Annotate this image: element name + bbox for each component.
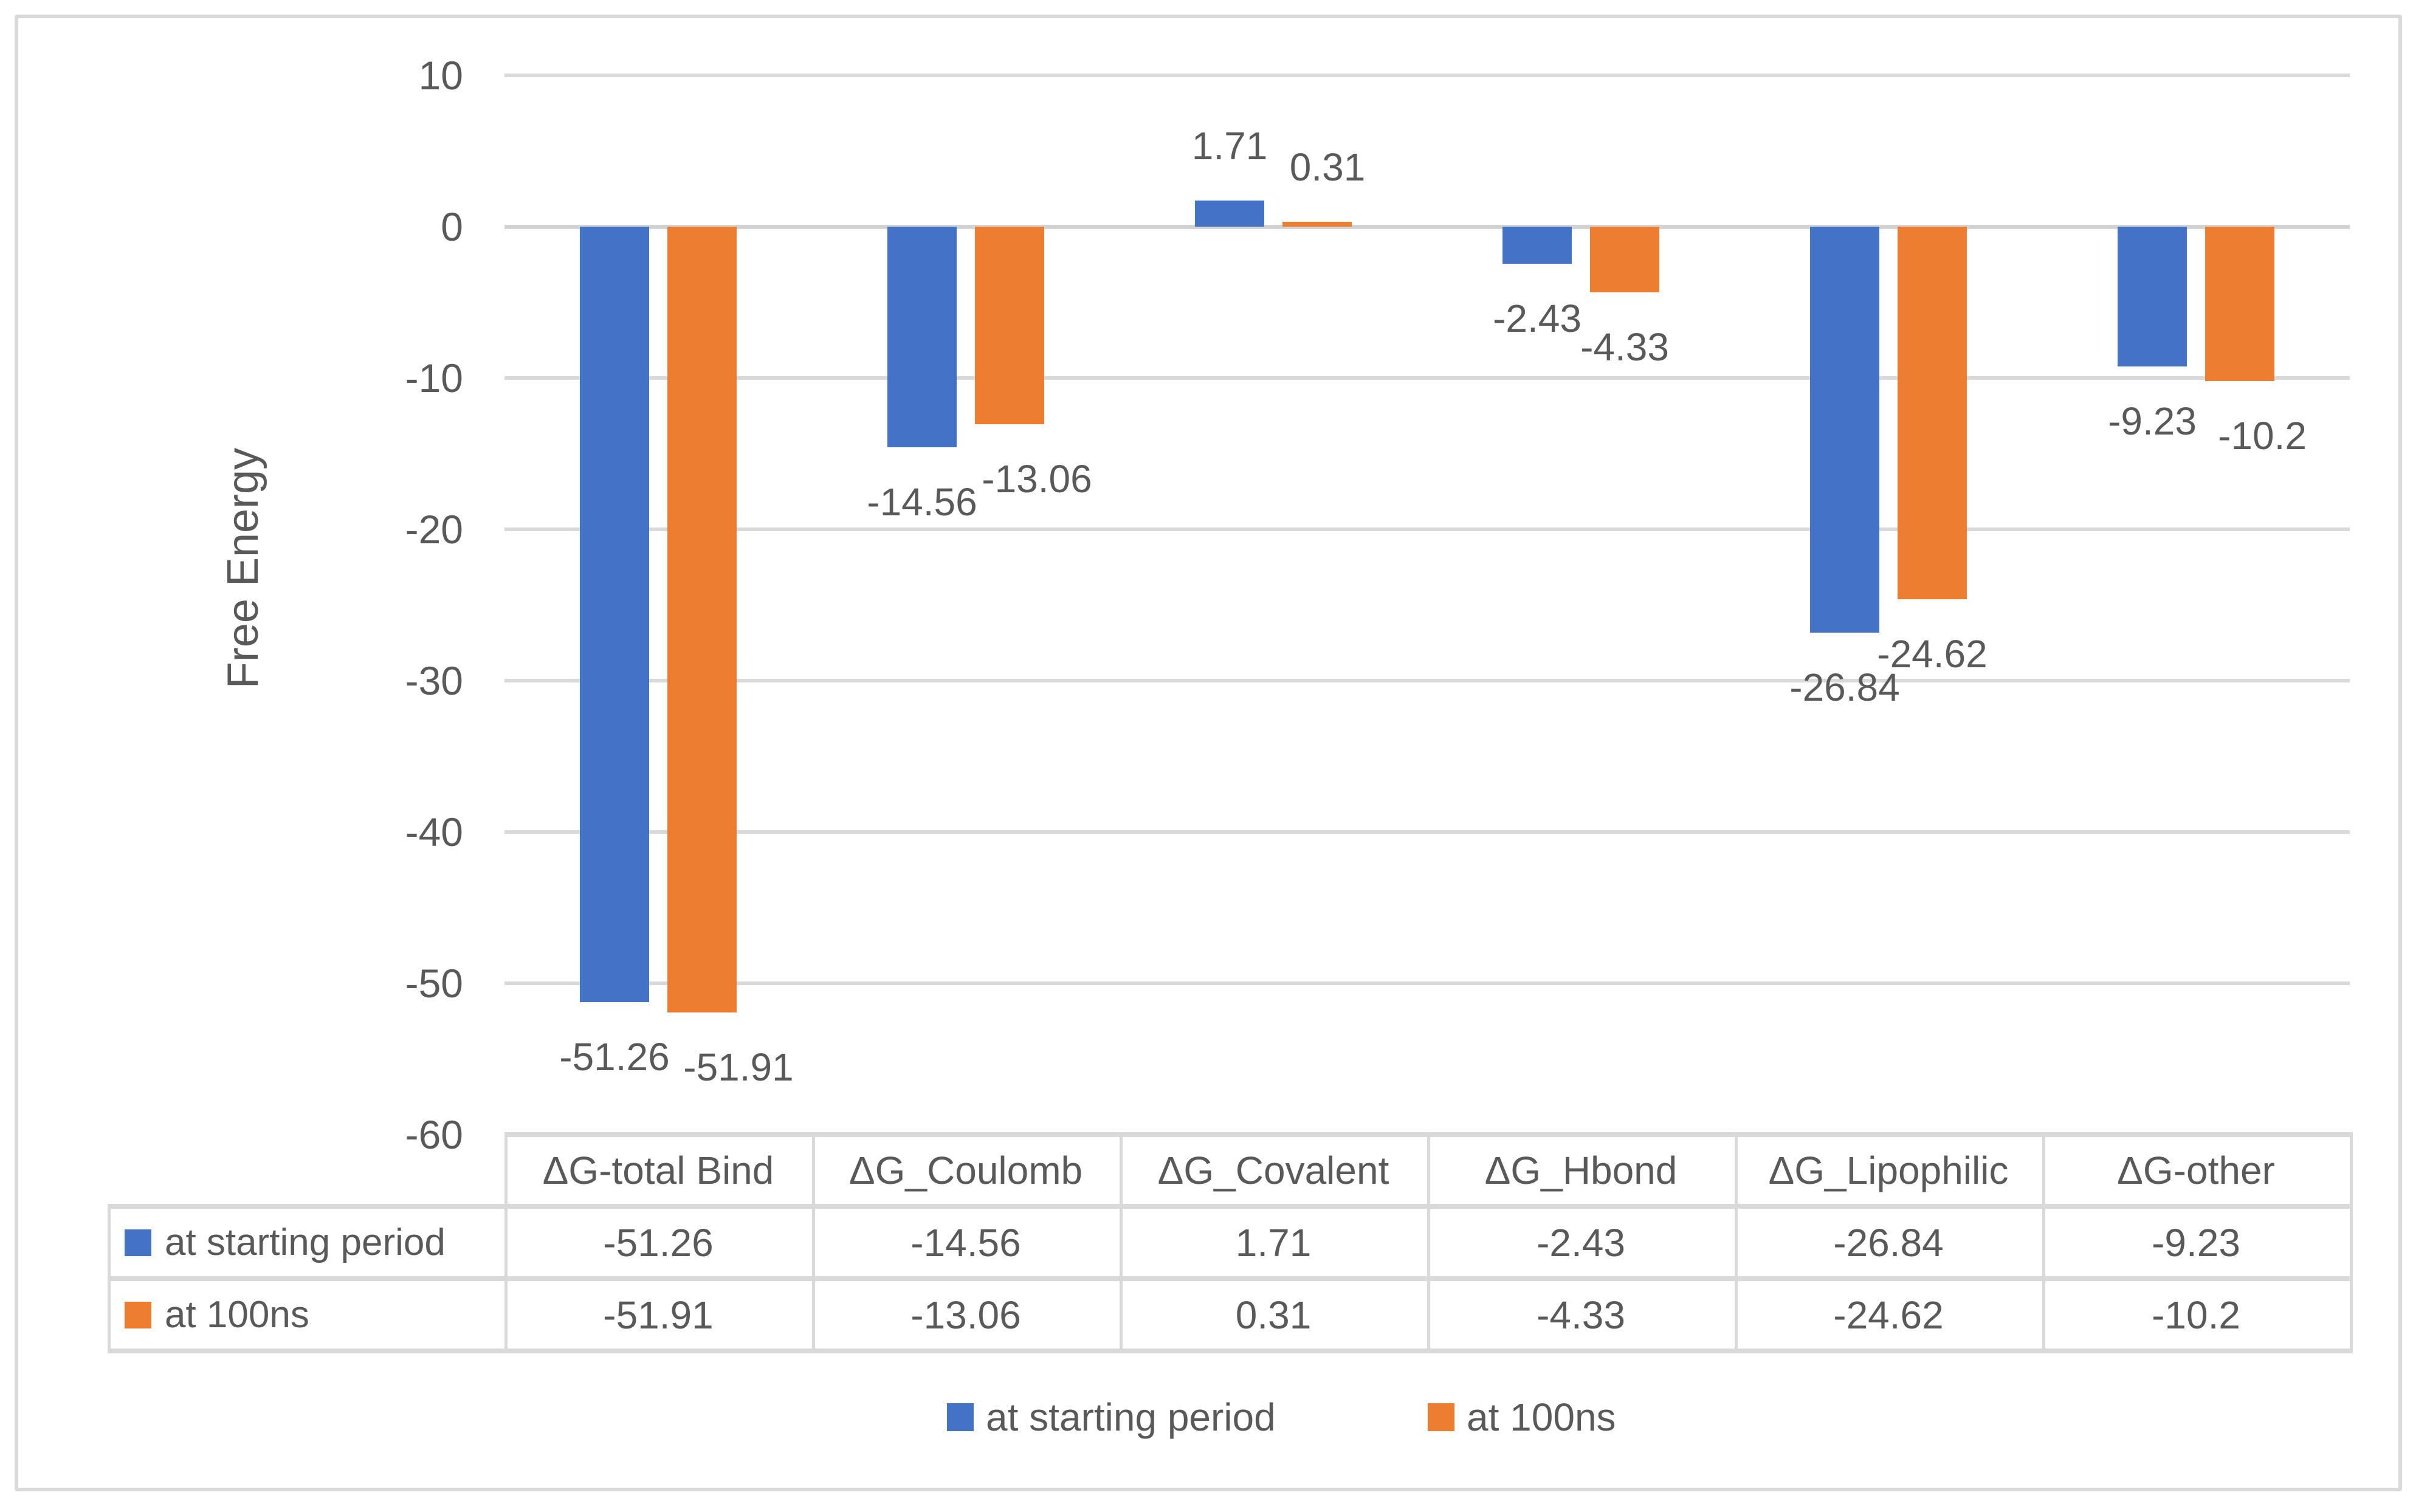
bar-series1-2 (887, 227, 957, 447)
y-axis-title: Free Energy (219, 447, 267, 689)
chart-frame-border (15, 15, 2402, 1491)
table-header-cell: ΔG-total Bind (542, 1149, 774, 1192)
bar-series1-6 (2118, 227, 2187, 366)
y-axis-tick-label: 0 (441, 204, 463, 249)
table-header-cell: ΔG_Covalent (1157, 1149, 1389, 1192)
bar-series2-5 (1898, 227, 1967, 600)
table-border-line (812, 1132, 815, 1353)
bar-series1-4 (1502, 227, 1572, 264)
y-axis-tick-label: 10 (418, 53, 463, 98)
table-value-cell: -51.26 (603, 1220, 714, 1265)
legend-key-icon (947, 1403, 974, 1431)
y-axis-tick-label: -50 (405, 961, 463, 1006)
bar-series1-3 (1195, 201, 1264, 227)
table-value-cell: -9.23 (2152, 1220, 2240, 1265)
table-value-cell: -24.62 (1833, 1293, 1944, 1337)
table-border-line (1735, 1132, 1738, 1353)
table-row-label-text: at 100ns (165, 1294, 309, 1336)
series-legend-key-icon (125, 1301, 151, 1328)
table-border-line (108, 1349, 2350, 1353)
table-border-line (108, 1204, 2350, 1209)
bar-series2-4 (1590, 227, 1659, 292)
x-axis-line (504, 225, 2350, 229)
table-border-line (1120, 1132, 1123, 1353)
series-legend-key-icon (125, 1229, 151, 1256)
data-label: -13.06 (982, 457, 1092, 501)
y-axis-tick-label: -60 (405, 1112, 463, 1157)
data-label: -2.43 (1493, 296, 1582, 340)
table-header-cell: ΔG_Hbond (1484, 1149, 1678, 1192)
table-value-cell: -51.91 (603, 1293, 714, 1337)
gridline (504, 981, 2350, 985)
data-label: -26.84 (1789, 665, 1900, 710)
table-border-line (108, 1276, 2350, 1281)
gridline (504, 74, 2350, 77)
table-value-cell: -14.56 (910, 1220, 1021, 1265)
table-value-cell: -2.43 (1537, 1220, 1625, 1265)
table-row-label: at starting period (125, 1209, 504, 1276)
bar-series2-1 (667, 227, 737, 1012)
table-border-line (1427, 1132, 1430, 1353)
y-axis-tick-label: -30 (405, 658, 463, 703)
data-label: -24.62 (1877, 632, 1988, 676)
gridline (504, 679, 2350, 682)
table-header-cell: ΔG_Coulomb (848, 1149, 1083, 1192)
table-value-cell: -10.2 (2152, 1293, 2240, 1337)
table-value-cell: -13.06 (910, 1293, 1021, 1337)
data-label: -51.26 (559, 1035, 670, 1079)
table-value-cell: 0.31 (1235, 1293, 1312, 1337)
table-border-line (504, 1132, 508, 1353)
data-label: -51.91 (683, 1045, 794, 1089)
table-border-line (108, 1204, 111, 1353)
data-label: -10.2 (2218, 413, 2307, 458)
bar-series1-5 (1810, 227, 1879, 633)
table-border-line (2350, 1132, 2353, 1353)
bar-series2-6 (2205, 227, 2274, 381)
data-label: -14.56 (867, 479, 977, 524)
bar-series2-2 (975, 227, 1044, 425)
data-label: -4.33 (1580, 325, 1669, 369)
legend-entry: at 100ns (1428, 1398, 1616, 1437)
legend-key-icon (1428, 1403, 1454, 1431)
legend-entry: at starting period (947, 1398, 1276, 1437)
table-row-label: at 100ns (125, 1281, 504, 1349)
gridline (504, 376, 2350, 380)
table-value-cell: 1.71 (1235, 1220, 1312, 1265)
table-border-line (2042, 1132, 2045, 1353)
table-row-label-text: at starting period (165, 1222, 446, 1263)
table-header-cell: ΔG_Lipophilic (1768, 1149, 2009, 1192)
y-axis-tick-label: -20 (405, 507, 463, 552)
data-label: -9.23 (2108, 399, 2197, 443)
bar-series1-1 (580, 227, 649, 1003)
table-value-cell: -26.84 (1833, 1220, 1944, 1265)
gridline (504, 527, 2350, 531)
data-label: 0.31 (1289, 145, 1366, 190)
table-value-cell: -4.33 (1537, 1293, 1625, 1337)
table-header-cell: ΔG-other (2117, 1149, 2275, 1192)
legend-label: at 100ns (1467, 1395, 1616, 1439)
gridline (504, 830, 2350, 834)
legend-label: at starting period (986, 1395, 1276, 1439)
y-axis-tick-label: -40 (405, 809, 463, 854)
y-axis-tick-label: -10 (405, 356, 463, 400)
bar-series2-3 (1282, 222, 1352, 227)
data-label: 1.71 (1191, 124, 1268, 168)
